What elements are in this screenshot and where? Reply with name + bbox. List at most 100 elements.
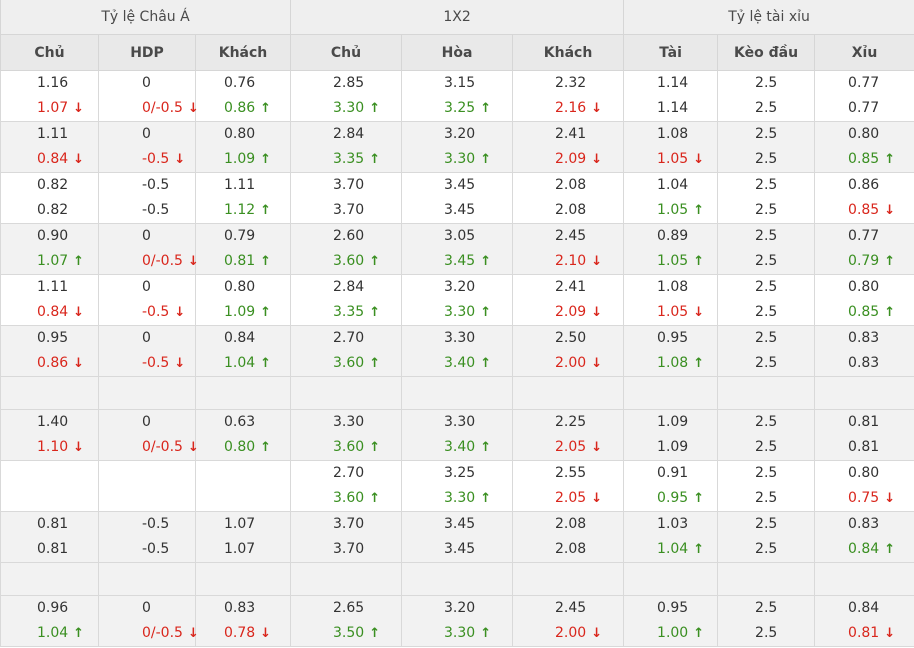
odds-value: 0.95 xyxy=(657,600,689,616)
opening-odds: 2.5 xyxy=(718,410,814,435)
opening-odds: 1.11 xyxy=(1,122,98,147)
spacer-cell xyxy=(98,562,196,596)
odds-cell-khach: 0.84 1.04 ↑ xyxy=(194,325,292,377)
col-1x2-draw: Hòa xyxy=(401,34,514,71)
odds-cell-x_khach: 2.41 2.09 ↓ xyxy=(512,121,625,173)
current-odds: 1.05 ↓ xyxy=(624,300,717,325)
col-home: Chủ xyxy=(0,34,99,71)
odds-cell-xiu: 0.81 0.81 xyxy=(814,409,914,461)
arrow-down-icon: ↓ xyxy=(884,203,896,218)
odds-value: 0.81 xyxy=(848,625,880,641)
arrow-down-icon: ↓ xyxy=(591,305,603,320)
opening-odds: 2.5 xyxy=(718,512,814,537)
current-odds: -0.5 ↓ xyxy=(99,147,195,172)
opening-odds: 0.95 xyxy=(624,596,717,621)
odds-cell-khach: 0.63 0.80 ↑ xyxy=(194,409,292,461)
spacer-cell xyxy=(623,376,719,410)
current-odds: 0.86 ↓ xyxy=(1,351,98,376)
opening-odds xyxy=(99,461,195,486)
odds-value: 2.41 xyxy=(555,279,587,295)
odds-value: 0 xyxy=(142,126,151,142)
odds-value: 2.5 xyxy=(755,75,778,91)
odds-value: 0.76 xyxy=(224,75,256,91)
odds-cell-x_khach: 2.08 2.08 xyxy=(512,172,625,224)
odds-cell-tai: 0.95 1.00 ↑ xyxy=(623,595,719,647)
opening-odds: 0 xyxy=(99,596,195,621)
opening-odds: 0.91 xyxy=(624,461,717,486)
odds-cell-x_chu: 2.70 3.60 ↑ xyxy=(290,460,403,512)
odds-value: 0.91 xyxy=(657,465,689,481)
odds-value: 2.5 xyxy=(755,541,778,557)
odds-value: 3.20 xyxy=(444,600,476,616)
current-odds: 2.5 xyxy=(718,537,814,562)
current-odds: 0.81 xyxy=(815,435,914,460)
odds-value: 0.81 xyxy=(37,541,69,557)
odds-value: 0.85 xyxy=(848,304,880,320)
odds-value: 0.77 xyxy=(848,228,880,244)
current-odds: 0.85 ↓ xyxy=(815,198,914,223)
current-odds: 2.5 xyxy=(718,249,814,274)
arrow-up-icon: ↑ xyxy=(260,440,272,455)
opening-odds: 0.82 xyxy=(1,173,98,198)
spacer-cell xyxy=(194,562,292,596)
arrow-down-icon: ↓ xyxy=(884,491,896,506)
current-odds: 1.12 ↑ xyxy=(196,198,290,223)
odds-value: 3.30 xyxy=(333,414,365,430)
odds-cell-tai: 0.91 0.95 ↑ xyxy=(623,460,719,512)
current-odds: 2.5 xyxy=(718,435,814,460)
arrow-down-icon: ↓ xyxy=(591,626,603,641)
current-odds: 3.35 ↑ xyxy=(291,147,401,172)
odds-cell-xiu: 0.83 0.84 ↑ xyxy=(814,511,914,563)
odds-value: 1.40 xyxy=(37,414,69,430)
current-odds: 3.40 ↑ xyxy=(402,351,512,376)
odds-value: 2.5 xyxy=(755,151,778,167)
odds-cell-keo: 2.5 2.5 xyxy=(717,70,816,122)
current-odds: 1.05 ↓ xyxy=(624,147,717,172)
arrow-up-icon: ↑ xyxy=(369,491,381,506)
current-odds: 0.79 ↑ xyxy=(815,249,914,274)
current-odds: 1.08 ↑ xyxy=(624,351,717,376)
current-odds: 1.14 xyxy=(624,96,717,121)
arrow-up-icon: ↑ xyxy=(369,101,381,116)
odds-value: 2.16 xyxy=(555,100,587,116)
odds-value: 0.83 xyxy=(848,355,880,371)
col-away: Khách xyxy=(194,34,292,71)
odds-value: 0.77 xyxy=(848,100,880,116)
header-column-row: Chủ HDP Khách Chủ Hòa Khách Tài Kèo đầu … xyxy=(0,34,914,71)
current-odds: 1.05 ↑ xyxy=(624,249,717,274)
odds-value: 3.60 xyxy=(333,355,365,371)
odds-value: 1.14 xyxy=(657,100,689,116)
odds-value: 0.82 xyxy=(37,177,69,193)
odds-cell-x_khach: 2.08 2.08 xyxy=(512,511,625,563)
arrow-down-icon: ↓ xyxy=(73,305,85,320)
opening-odds: -0.5 xyxy=(99,173,195,198)
spacer-cell xyxy=(0,376,99,410)
odds-row: 0.95 0.86 ↓ 0 -0.5 ↓ 0.84 1.04 ↑ 2.70 3.60 ↑ 3.30 3.4… xyxy=(0,325,914,377)
opening-odds: 0.77 xyxy=(815,71,914,96)
opening-odds: 0.80 xyxy=(815,275,914,300)
odds-value: 2.70 xyxy=(333,330,365,346)
odds-cell-hdp: 0 -0.5 ↓ xyxy=(98,325,196,377)
current-odds: 0.85 ↑ xyxy=(815,147,914,172)
odds-value: 3.30 xyxy=(444,330,476,346)
odds-value: 2.5 xyxy=(755,253,778,269)
odds-value: 1.05 xyxy=(657,304,689,320)
current-odds: 2.05 ↓ xyxy=(513,435,623,460)
arrow-down-icon: ↓ xyxy=(591,440,603,455)
arrow-up-icon: ↑ xyxy=(693,491,705,506)
odds-value: 0.79 xyxy=(848,253,880,269)
odds-value: 1.05 xyxy=(657,253,689,269)
current-odds: 2.16 ↓ xyxy=(513,96,623,121)
arrow-up-icon: ↑ xyxy=(260,152,272,167)
odds-cell-x_chu: 2.65 3.50 ↑ xyxy=(290,595,403,647)
odds-value: -0.5 xyxy=(142,355,170,371)
odds-value: 0.77 xyxy=(848,75,880,91)
current-odds: 0.95 ↑ xyxy=(624,486,717,511)
odds-value: 0/-0.5 xyxy=(142,100,183,116)
group-asian-handicap: Tỷ lệ Châu Á xyxy=(0,0,292,35)
odds-cell-hdp xyxy=(98,460,196,512)
odds-value: 3.20 xyxy=(444,126,476,142)
opening-odds: 0.80 xyxy=(196,122,290,147)
odds-cell-xiu: 0.86 0.85 ↓ xyxy=(814,172,914,224)
odds-value: 0.89 xyxy=(657,228,689,244)
